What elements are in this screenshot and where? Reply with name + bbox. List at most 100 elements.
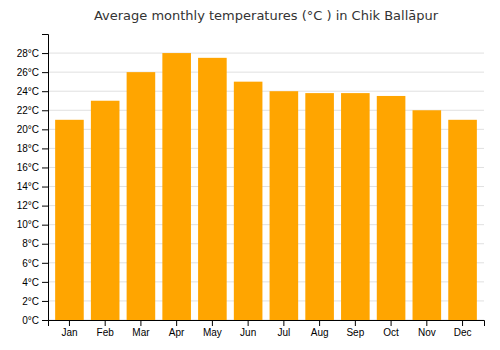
y-tick: 22°C — [17, 105, 48, 116]
y-tick-mark — [42, 72, 48, 73]
y-tick-mark — [42, 320, 48, 321]
x-tick-mark — [176, 320, 177, 326]
y-tick-mark — [42, 187, 48, 188]
y-tick-mark — [42, 263, 48, 264]
x-tick-mark — [283, 320, 284, 326]
y-tick-mark — [42, 225, 48, 226]
y-tick-mark — [42, 148, 48, 149]
y-tick: 6°C — [22, 258, 48, 269]
y-tick: 4°C — [22, 277, 48, 288]
x-tick: Jan — [61, 320, 77, 338]
y-tick-mark — [42, 282, 48, 283]
x-tick: Feb — [97, 320, 115, 338]
y-tick-label: 14°C — [17, 181, 39, 192]
x-tick: Apr — [169, 320, 185, 338]
bars — [55, 53, 477, 320]
x-tick-mark — [105, 320, 106, 326]
bar — [198, 58, 227, 320]
x-tick-mark — [355, 320, 356, 326]
grid-line — [48, 91, 484, 92]
y-tick-mark — [42, 91, 48, 92]
x-tick-mark — [212, 320, 213, 326]
x-tick-mark — [140, 320, 141, 326]
grid-line — [48, 72, 484, 73]
x-tick-mark — [69, 320, 70, 326]
bar — [234, 82, 263, 320]
x-tick: Aug — [311, 320, 329, 338]
y-tick: 28°C — [17, 48, 48, 59]
y-tick-label: 10°C — [17, 219, 39, 230]
x-tick: May — [203, 320, 222, 338]
y-tick: 14°C — [17, 181, 48, 192]
bar — [377, 96, 406, 320]
x-tick: Nov — [418, 320, 436, 338]
y-axis-line — [42, 35, 49, 321]
y-tick-mark — [42, 244, 48, 245]
bar — [127, 72, 156, 320]
x-axis: Jan Feb Mar Apr May Jun Jul Aug Sep Oct Nov Dec — [49, 320, 485, 338]
x-tick-label: Jan — [61, 327, 77, 338]
y-tick-label: 18°C — [17, 143, 39, 154]
x-tick-label: Dec — [454, 327, 472, 338]
y-tick-label: 6°C — [22, 258, 39, 269]
x-tick: Jun — [240, 320, 256, 338]
x-tick-label: Jun — [240, 327, 256, 338]
x-tick-mark — [391, 320, 392, 326]
grid-line — [48, 53, 484, 54]
y-tick: 20°C — [17, 124, 48, 135]
y-tick-label: 26°C — [17, 67, 39, 78]
x-tick-label: Jul — [277, 327, 290, 338]
x-tick-label: Mar — [132, 327, 150, 338]
y-tick: 18°C — [17, 143, 48, 154]
x-tick: Sep — [346, 320, 364, 338]
x-tick-mark — [319, 320, 320, 326]
y-tick-mark — [42, 206, 48, 207]
y-tick: 0°C — [22, 315, 48, 326]
x-tick-label: May — [203, 327, 222, 338]
y-tick-label: 2°C — [22, 296, 39, 307]
y-tick: 16°C — [17, 162, 48, 173]
y-tick: 8°C — [22, 238, 48, 249]
x-axis-line — [49, 321, 485, 327]
bar — [305, 93, 334, 320]
bar — [413, 110, 442, 320]
y-tick-label: 28°C — [17, 48, 39, 59]
y-tick: 24°C — [17, 86, 48, 97]
bar — [162, 53, 191, 320]
x-tick-mark — [462, 320, 463, 326]
title: Average monthly temperatures (°C ) in Ch… — [94, 8, 439, 23]
plot: 0°C 2°C 4°C 6°C 8°C 10°C 12°C 14°C 16°C 18°C 20°C 2… — [17, 35, 485, 339]
y-tick: 10°C — [17, 219, 48, 230]
y-tick-mark — [42, 167, 48, 168]
x-tick: Oct — [383, 320, 399, 338]
bar — [91, 101, 120, 320]
y-tick-label: 24°C — [17, 86, 39, 97]
y-tick: 12°C — [17, 200, 48, 211]
y-tick-mark — [42, 129, 48, 130]
y-tick-label: 16°C — [17, 162, 39, 173]
y-tick-mark — [42, 53, 48, 54]
y-tick-mark — [42, 301, 48, 302]
bar — [270, 91, 299, 320]
grid — [48, 53, 484, 320]
x-tick-mark — [426, 320, 427, 326]
x-tick-label: Oct — [383, 327, 399, 338]
bar — [55, 120, 84, 320]
x-tick-label: Nov — [418, 327, 436, 338]
y-tick-label: 4°C — [22, 277, 39, 288]
x-tick-label: Feb — [97, 327, 115, 338]
x-tick-mark — [248, 320, 249, 326]
y-tick: 26°C — [17, 67, 48, 78]
y-tick-label: 0°C — [22, 315, 39, 326]
x-tick: Jul — [277, 320, 290, 338]
y-axis: 0°C 2°C 4°C 6°C 8°C 10°C 12°C 14°C 16°C 18°C 20°C 2… — [17, 35, 49, 326]
bar — [341, 93, 370, 320]
y-tick-label: 20°C — [17, 124, 39, 135]
y-tick-label: 8°C — [22, 238, 39, 249]
y-tick-label: 12°C — [17, 200, 39, 211]
y-tick-mark — [42, 110, 48, 111]
y-tick-label: 22°C — [17, 105, 39, 116]
x-tick: Dec — [454, 320, 472, 338]
x-tick: Mar — [132, 320, 150, 338]
chart: 0°C 2°C 4°C 6°C 8°C 10°C 12°C 14°C 16°C 18°C 20°C 2… — [0, 0, 500, 350]
